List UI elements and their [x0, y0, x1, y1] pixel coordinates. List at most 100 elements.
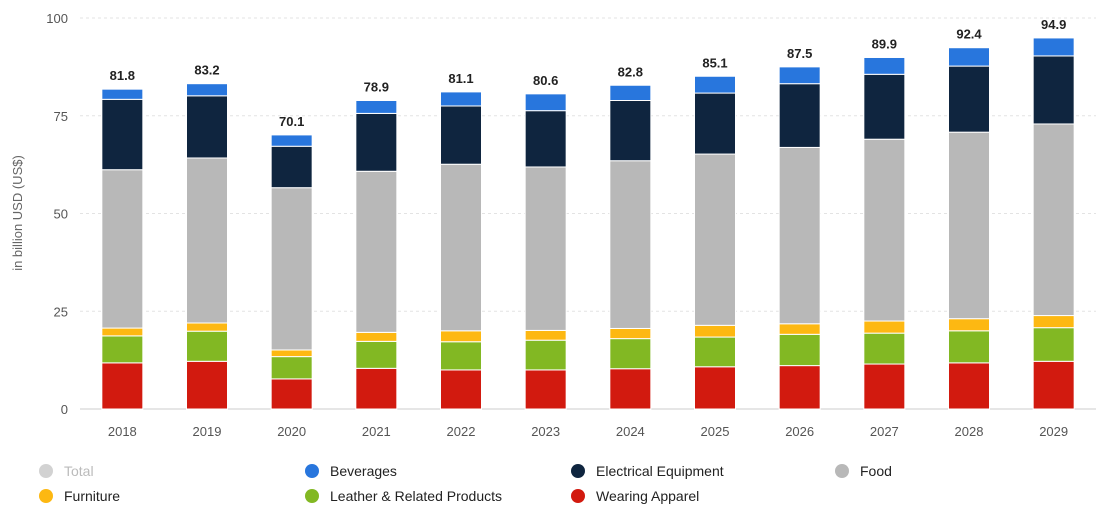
bar-segment-leather-related-products[interactable] — [270, 356, 313, 380]
legend-item-wearing-apparel[interactable]: Wearing Apparel — [571, 488, 699, 504]
bar-stack-2025[interactable]: 85.1 — [694, 55, 736, 410]
bar-segment-food[interactable] — [694, 153, 736, 326]
bar-stack-2021[interactable]: 78.9 — [355, 80, 398, 410]
bar-segment-food[interactable] — [778, 146, 821, 325]
total-data-label: 94.9 — [1041, 17, 1066, 32]
bar-segment-beverages[interactable] — [524, 93, 567, 112]
legend-item-electrical-equipment[interactable]: Electrical Equipment — [571, 463, 724, 479]
bar-segment-leather-related-products[interactable] — [778, 333, 821, 367]
bar-segment-electrical-equipment[interactable] — [1032, 55, 1075, 125]
bar-segment-furniture[interactable] — [440, 330, 482, 343]
total-data-label: 70.1 — [279, 114, 304, 129]
bar-segment-beverages[interactable] — [778, 66, 821, 85]
bar-segment-food[interactable] — [186, 157, 228, 324]
bar-segment-electrical-equipment[interactable] — [186, 95, 228, 159]
bar-segment-food[interactable] — [863, 138, 906, 322]
bar-stack-2027[interactable]: 89.9 — [863, 36, 906, 410]
bar-segment-wearing-apparel[interactable] — [440, 369, 482, 410]
bar-segment-leather-related-products[interactable] — [440, 341, 482, 371]
bar-segment-food[interactable] — [1032, 123, 1075, 317]
bar-segment-electrical-equipment[interactable] — [778, 83, 821, 148]
bar-segment-electrical-equipment[interactable] — [609, 100, 652, 162]
bar-segment-beverages[interactable] — [609, 84, 652, 102]
bar-segment-electrical-equipment[interactable] — [694, 92, 736, 155]
bar-segment-wearing-apparel[interactable] — [270, 378, 313, 410]
bar-segment-beverages[interactable] — [694, 75, 736, 94]
bar-stack-2022[interactable]: 81.1 — [440, 71, 482, 410]
total-data-label: 80.6 — [533, 73, 558, 88]
bar-segment-leather-related-products[interactable] — [524, 339, 567, 371]
bar-segment-electrical-equipment[interactable] — [948, 65, 990, 133]
legend-item-leather-related-products[interactable]: Leather & Related Products — [305, 488, 502, 504]
bars: 81.8 83.2 70.1 78.9 81.1 80.6 82.8 85.1 87.5 89.9… — [101, 17, 1075, 410]
bar-segment-leather-related-products[interactable] — [355, 340, 398, 369]
bar-segment-leather-related-products[interactable] — [863, 332, 906, 365]
bar-segment-food[interactable] — [440, 163, 482, 332]
bar-segment-furniture[interactable] — [270, 349, 313, 358]
bar-segment-furniture[interactable] — [524, 329, 567, 341]
bar-segment-food[interactable] — [609, 160, 652, 329]
bar-segment-beverages[interactable] — [186, 83, 228, 97]
bar-segment-wearing-apparel[interactable] — [863, 363, 906, 410]
legend-item-furniture[interactable]: Furniture — [39, 488, 120, 504]
bar-segment-beverages[interactable] — [948, 47, 990, 67]
bar-stack-2023[interactable]: 80.6 — [524, 73, 567, 410]
bar-segment-wearing-apparel[interactable] — [1032, 360, 1075, 410]
bar-segment-beverages[interactable] — [101, 88, 144, 100]
bar-segment-leather-related-products[interactable] — [186, 330, 228, 362]
bar-segment-furniture[interactable] — [186, 322, 228, 332]
bar-segment-leather-related-products[interactable] — [948, 330, 990, 364]
bar-segment-furniture[interactable] — [863, 320, 906, 334]
bar-segment-furniture[interactable] — [101, 327, 144, 337]
bar-stack-2026[interactable]: 87.5 — [778, 46, 821, 410]
bar-segment-furniture[interactable] — [694, 324, 736, 338]
bar-segment-wearing-apparel[interactable] — [948, 362, 990, 410]
bar-segment-wearing-apparel[interactable] — [186, 360, 228, 410]
bar-segment-food[interactable] — [101, 169, 144, 329]
bar-segment-furniture[interactable] — [948, 318, 990, 332]
bar-segment-wearing-apparel[interactable] — [778, 365, 821, 410]
bar-segment-leather-related-products[interactable] — [1032, 327, 1075, 362]
bar-segment-beverages[interactable] — [355, 100, 398, 114]
bar-stack-2028[interactable]: 92.4 — [948, 27, 990, 410]
legend-label: Wearing Apparel — [596, 488, 699, 504]
bar-segment-food[interactable] — [948, 131, 990, 320]
bar-segment-electrical-equipment[interactable] — [524, 110, 567, 168]
bar-segment-beverages[interactable] — [1032, 37, 1075, 57]
legend-item-total[interactable]: Total — [39, 463, 94, 479]
bar-segment-electrical-equipment[interactable] — [440, 105, 482, 165]
y-tick-label: 100 — [46, 11, 68, 26]
legend-item-beverages[interactable]: Beverages — [305, 463, 397, 479]
bar-segment-furniture[interactable] — [355, 331, 398, 342]
bar-stack-2024[interactable]: 82.8 — [609, 64, 652, 410]
bar-segment-leather-related-products[interactable] — [101, 335, 144, 364]
bar-segment-wearing-apparel[interactable] — [524, 369, 567, 410]
bar-segment-leather-related-products[interactable] — [694, 336, 736, 368]
bar-segment-electrical-equipment[interactable] — [863, 73, 906, 140]
bar-segment-food[interactable] — [270, 187, 313, 351]
bar-segment-furniture[interactable] — [778, 323, 821, 335]
bar-segment-leather-related-products[interactable] — [609, 338, 652, 370]
x-tick-label: 2022 — [447, 424, 476, 439]
legend-item-food[interactable]: Food — [835, 463, 892, 479]
bar-segment-food[interactable] — [355, 170, 398, 333]
bar-segment-electrical-equipment[interactable] — [355, 112, 398, 172]
bar-stack-2018[interactable]: 81.8 — [101, 68, 144, 410]
bar-stack-2019[interactable]: 83.2 — [186, 63, 228, 410]
bar-segment-beverages[interactable] — [440, 91, 482, 107]
bar-segment-electrical-equipment[interactable] — [101, 98, 144, 171]
x-tick-label: 2020 — [277, 424, 306, 439]
bar-segment-wearing-apparel[interactable] — [101, 362, 144, 410]
legend[interactable]: Total Beverages Electrical Equipment Food Fu… — [39, 463, 892, 504]
bar-segment-beverages[interactable] — [270, 134, 313, 147]
bar-segment-food[interactable] — [524, 166, 567, 331]
bar-segment-furniture[interactable] — [609, 327, 652, 340]
bar-segment-wearing-apparel[interactable] — [609, 368, 652, 410]
bar-stack-2029[interactable]: 94.9 — [1032, 17, 1075, 410]
bar-stack-2020[interactable]: 70.1 — [270, 114, 313, 410]
bar-segment-furniture[interactable] — [1032, 315, 1075, 329]
bar-segment-wearing-apparel[interactable] — [355, 367, 398, 410]
bar-segment-beverages[interactable] — [863, 56, 906, 75]
bar-segment-electrical-equipment[interactable] — [270, 145, 313, 189]
bar-segment-wearing-apparel[interactable] — [694, 366, 736, 410]
